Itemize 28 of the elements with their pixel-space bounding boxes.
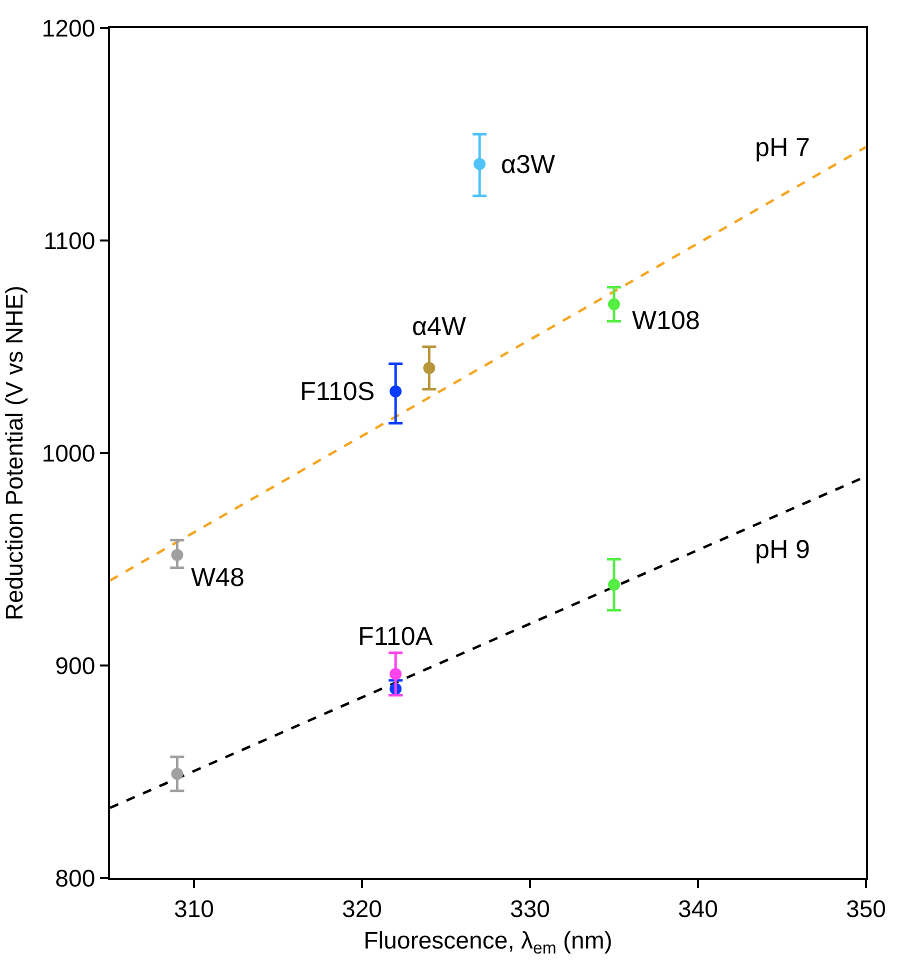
point <box>608 298 620 310</box>
annotation: α3W <box>501 149 556 179</box>
point <box>608 578 620 591</box>
point <box>423 362 436 374</box>
y-tick-label: 900 <box>55 652 96 680</box>
point <box>171 549 184 561</box>
point <box>171 768 184 780</box>
x-tick-label: 310 <box>174 896 214 923</box>
x-axis-title: Fluorescence, λ$_{em}$ (nm) <box>364 928 612 958</box>
point <box>390 668 402 680</box>
annotation: F110S <box>300 376 375 406</box>
x-tick-label: 350 <box>846 896 886 923</box>
x-tick-label: 340 <box>678 896 718 923</box>
y-tick-label: 1000 <box>42 440 96 468</box>
annotation: W48 <box>191 562 244 592</box>
y-tick-label: 1200 <box>42 15 96 42</box>
annotation: F110A <box>358 621 434 651</box>
y-tick-label: 800 <box>55 865 96 892</box>
point <box>474 158 486 170</box>
y-axis-title: Reduction Potential (V vs NHE) <box>1 286 28 620</box>
annotation: pH 7 <box>755 132 810 162</box>
y-tick-label: 1100 <box>44 228 96 255</box>
x-tick-label: 330 <box>510 896 550 923</box>
annotation: pH 9 <box>755 534 810 564</box>
point <box>390 385 402 398</box>
x-tick-label: 320 <box>342 896 382 923</box>
annotation: α4W <box>412 311 466 341</box>
annotation: W108 <box>632 305 700 335</box>
